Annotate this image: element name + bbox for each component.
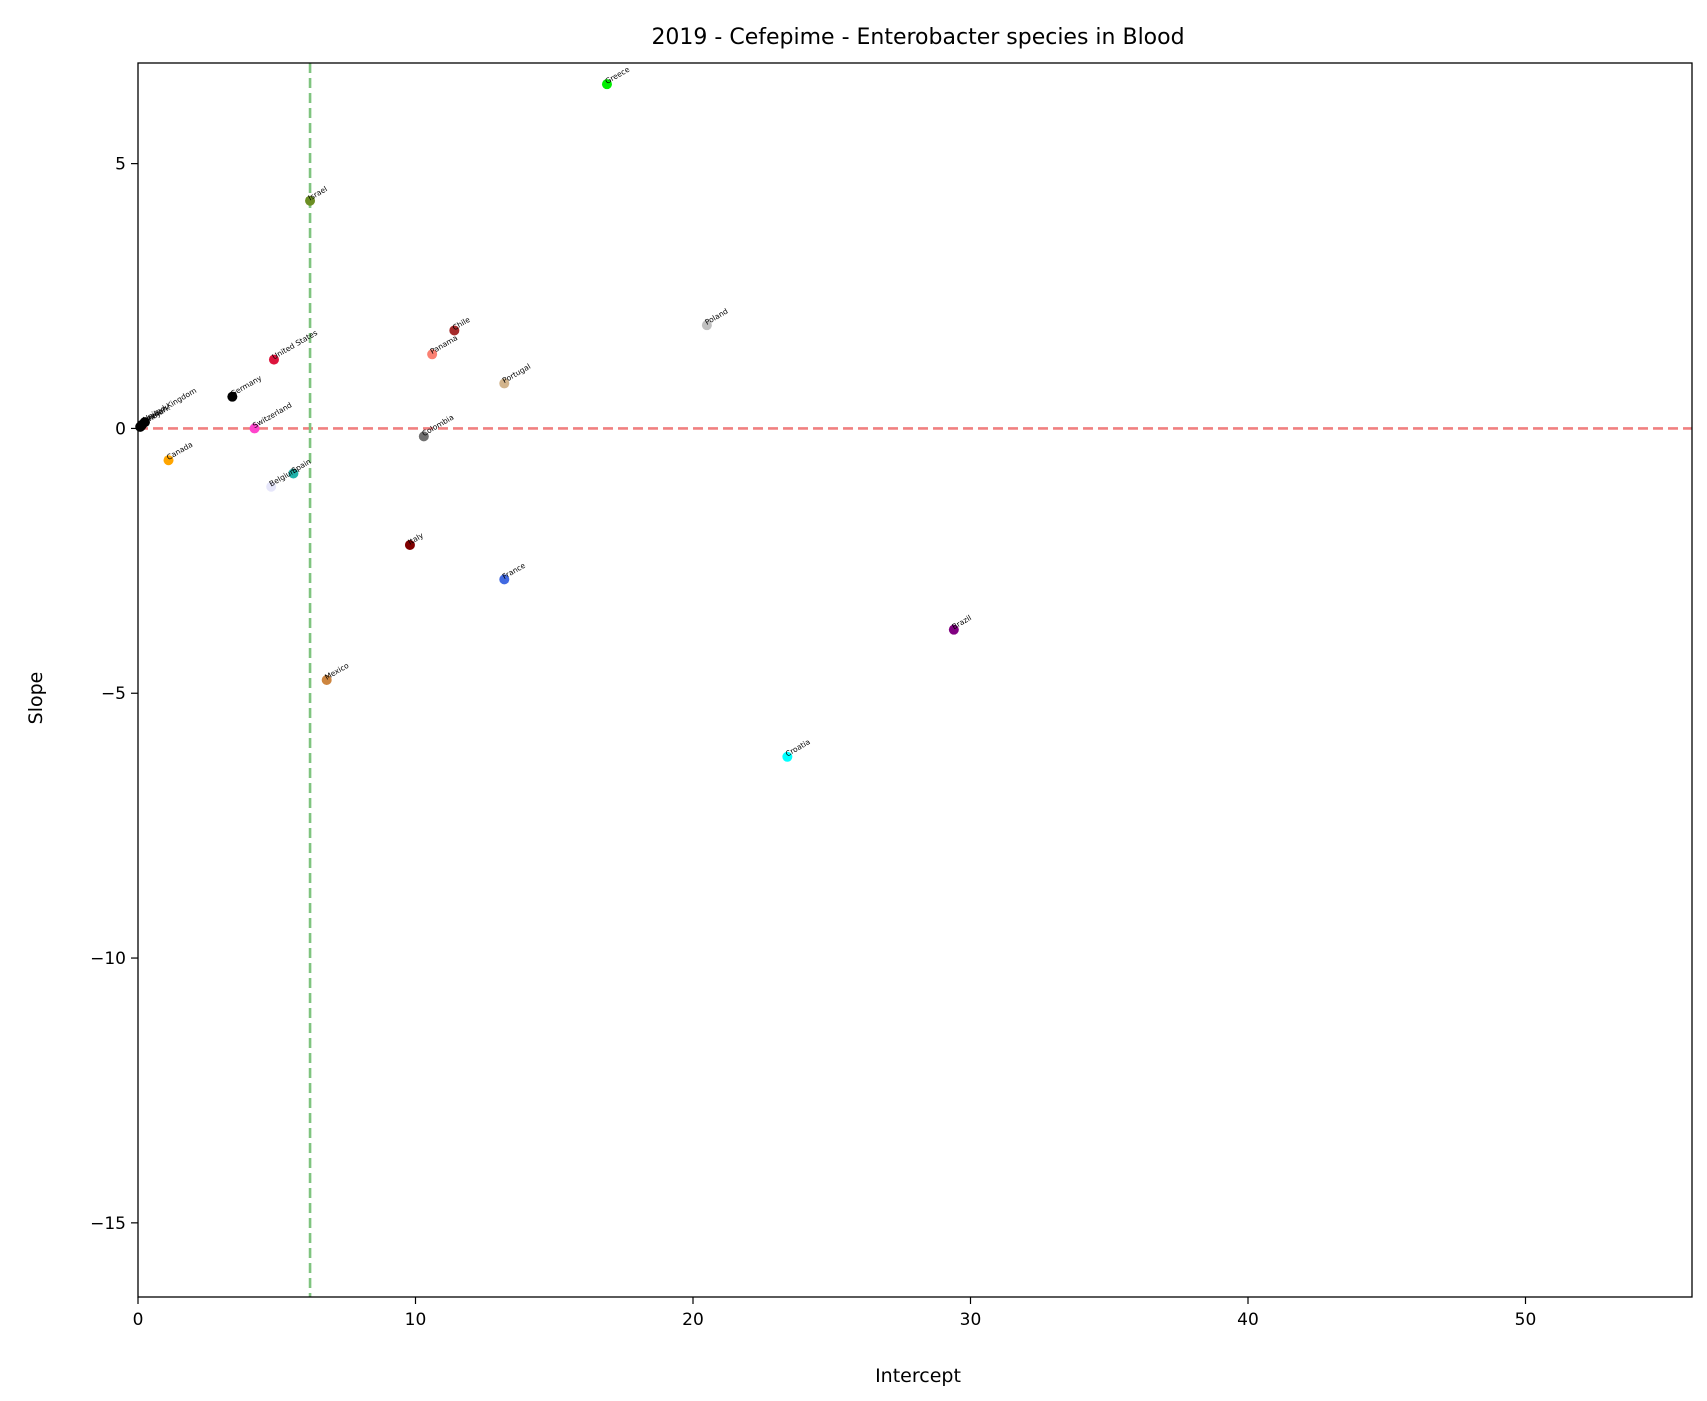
plot-frame [137, 62, 1693, 1298]
data-point-switzerland [249, 423, 260, 434]
data-label-poland: Poland [703, 306, 729, 326]
x-axis-label: Intercept [875, 1365, 961, 1387]
data-label-brazil: Brazil [950, 613, 973, 631]
data-point-france [499, 574, 510, 585]
y-tick-label: −5 [101, 684, 126, 704]
x-tick-label: 50 [1515, 1310, 1537, 1330]
data-point-brazil [948, 624, 959, 635]
data-label-switzerland: Switzerland [251, 400, 294, 430]
data-label-germany: Germany [229, 373, 264, 398]
data-point-italy [404, 539, 415, 550]
x-axis-ticks: 0 10 20 30 40 50 [133, 1297, 1537, 1330]
data-label-chile: Chile [451, 315, 472, 332]
data-point-colombia [418, 431, 429, 442]
data-label-croatia: Croatia [784, 737, 812, 758]
y-tick-label: 5 [115, 155, 126, 175]
data-label-canada: Canada [165, 440, 194, 462]
data-points [135, 79, 959, 762]
data-point-croatia [782, 751, 793, 762]
data-point-panama [427, 349, 438, 360]
data-point-mexico [321, 675, 332, 685]
data-point-belgium [266, 481, 277, 492]
y-tick-label: −10 [90, 949, 126, 969]
data-label-portugal: Portugal [501, 362, 532, 385]
data-label-panama: Panama [429, 333, 460, 356]
data-label-colombia: Colombia [420, 413, 455, 438]
data-point-canada [163, 455, 174, 466]
data-point-germany [227, 391, 238, 402]
data-label-france: France [501, 561, 527, 581]
x-tick-label: 10 [405, 1310, 427, 1330]
x-tick-label: 40 [1237, 1310, 1259, 1330]
data-label-mexico: Mexico [323, 661, 351, 682]
y-tick-label: −15 [90, 1214, 126, 1234]
x-tick-label: 0 [133, 1310, 144, 1330]
reference-lines [138, 63, 1692, 1297]
data-point-greece [601, 79, 612, 90]
y-tick-label: 0 [115, 419, 126, 439]
x-tick-label: 30 [960, 1310, 982, 1330]
data-point-portugal [499, 378, 510, 389]
data-label-italy: Italy [406, 530, 425, 546]
data-label-greece: Greece [603, 65, 631, 86]
data-point-israel [305, 195, 316, 206]
data-label-united-states: United States [270, 328, 319, 361]
x-tick-label: 20 [682, 1310, 704, 1330]
data-point-spain [288, 468, 299, 479]
chart-title: 2019 - Cefepime - Enterobacter species i… [651, 25, 1184, 50]
data-point-poland [701, 320, 712, 331]
data-point-united-states [268, 354, 279, 365]
data-point-chile [449, 325, 460, 336]
y-axis-label: Slope [25, 672, 47, 725]
y-axis-ticks: 5 0 −5 −10 −15 [90, 155, 138, 1234]
